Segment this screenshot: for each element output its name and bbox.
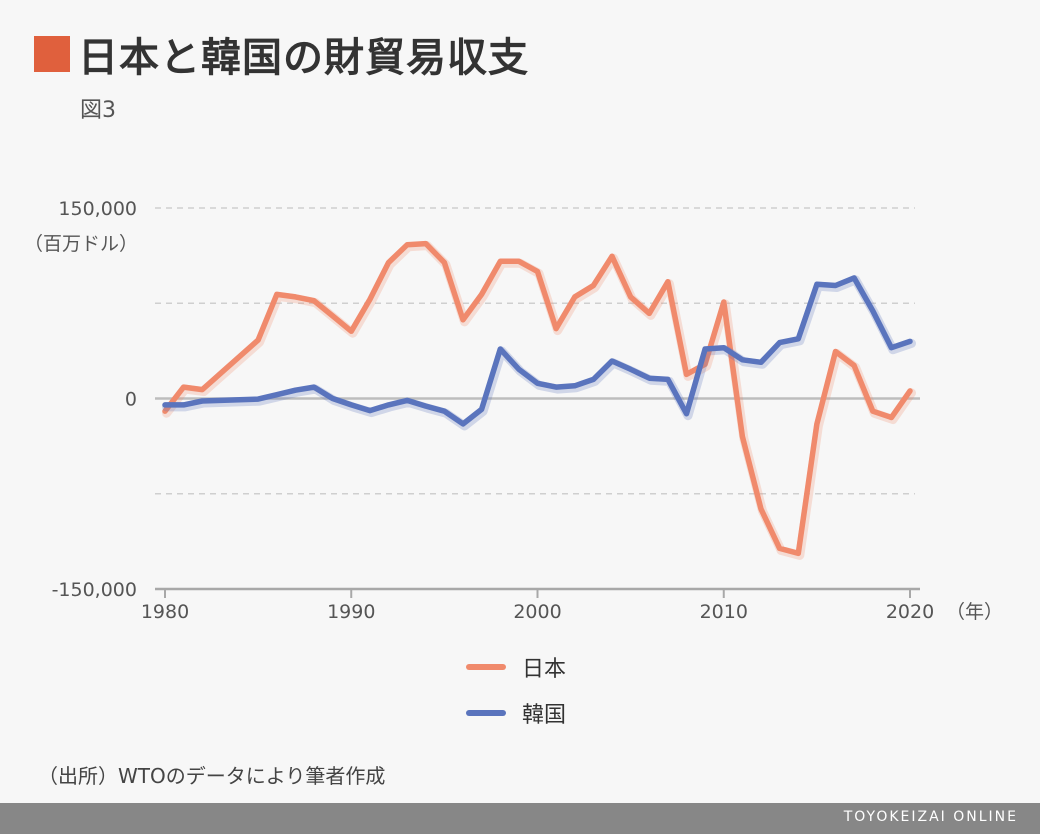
- gridlines: [155, 207, 915, 495]
- chart-subtitle: 図3: [80, 98, 116, 123]
- title-square-icon: [34, 36, 70, 72]
- legend-swatch-korea: [466, 710, 506, 716]
- series-lines: [162, 240, 916, 560]
- source-note: （出所）WTOのデータにより筆者作成: [38, 764, 386, 788]
- series-line-0: [162, 240, 913, 557]
- x-tick-label: 1980: [141, 601, 189, 623]
- title-row: 日本と韓国の財貿易収支: [34, 26, 529, 82]
- x-tick-label: 2020: [886, 601, 934, 623]
- y-tick-label: -150,000: [52, 579, 137, 601]
- series-line-1: [162, 275, 913, 427]
- axes: [155, 397, 920, 598]
- legend-item-japan: 日本: [466, 650, 566, 684]
- y-tick-label: 0: [125, 389, 137, 411]
- y-axis-unit-label: （百万ドル）: [24, 233, 139, 255]
- x-axis-unit-label: （年）: [946, 601, 1003, 623]
- footer-brand: TOYOKEIZAI ONLINE: [843, 809, 1018, 825]
- legend-swatch-japan: [466, 664, 506, 670]
- chart-title: 日本と韓国の財貿易収支: [78, 35, 529, 81]
- tick-labels: -150,000 0 150,000 1980 1990 2000 2010 2020 （年）: [52, 198, 1003, 623]
- line-chart: -150,000 0 150,000 1980 1990 2000 2010 2020 （年）: [52, 198, 1003, 623]
- legend-label-korea: 韓国: [522, 703, 567, 728]
- x-tick-label: 2010: [700, 601, 748, 623]
- legend-label-japan: 日本: [522, 657, 567, 682]
- legend: 日本 韓国: [466, 650, 566, 742]
- x-tick-label: 2000: [513, 601, 561, 623]
- footer-bar: TOYOKEIZAI ONLINE: [0, 803, 1040, 834]
- legend-item-korea: 韓国: [466, 696, 566, 730]
- y-tick-label: 150,000: [58, 198, 137, 220]
- x-tick-label: 1990: [327, 601, 375, 623]
